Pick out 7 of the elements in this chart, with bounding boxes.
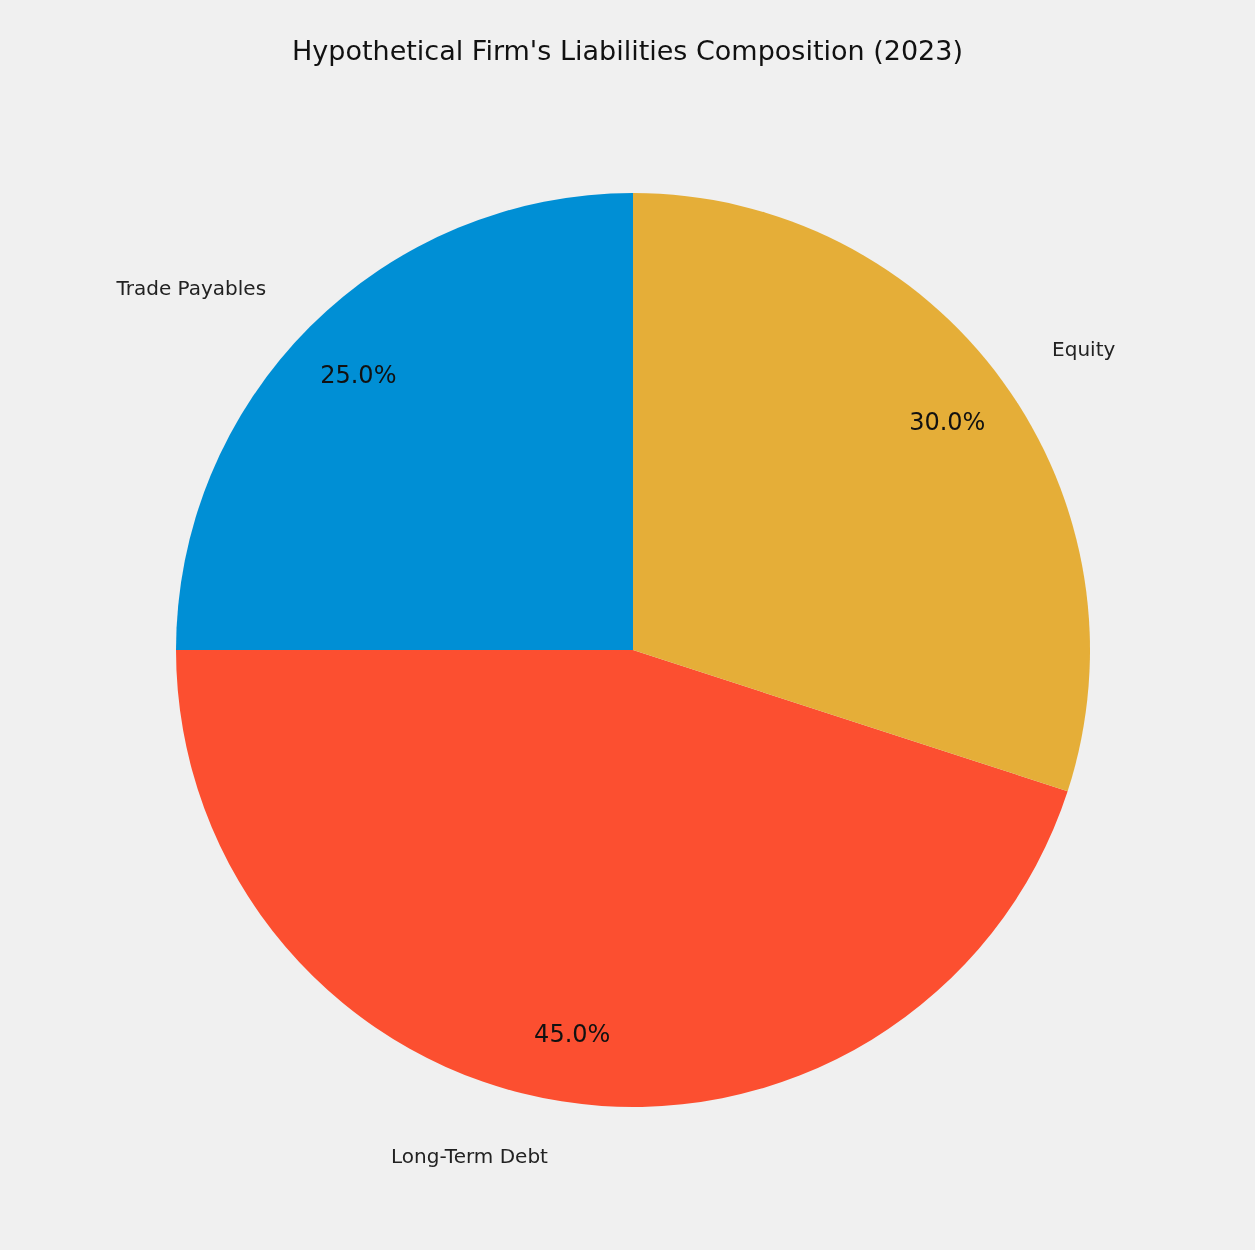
slice-label: Equity	[1052, 337, 1116, 362]
slice-label: Long-Term Debt	[391, 1143, 549, 1168]
chart-title: Hypothetical Firm's Liabilities Composition (2023)	[292, 35, 963, 66]
data-label: 30.0%	[909, 407, 986, 436]
data-label: 45.0%	[534, 1019, 611, 1048]
data-label: 25.0%	[320, 361, 397, 390]
slice-label: Trade Payables	[115, 276, 267, 301]
